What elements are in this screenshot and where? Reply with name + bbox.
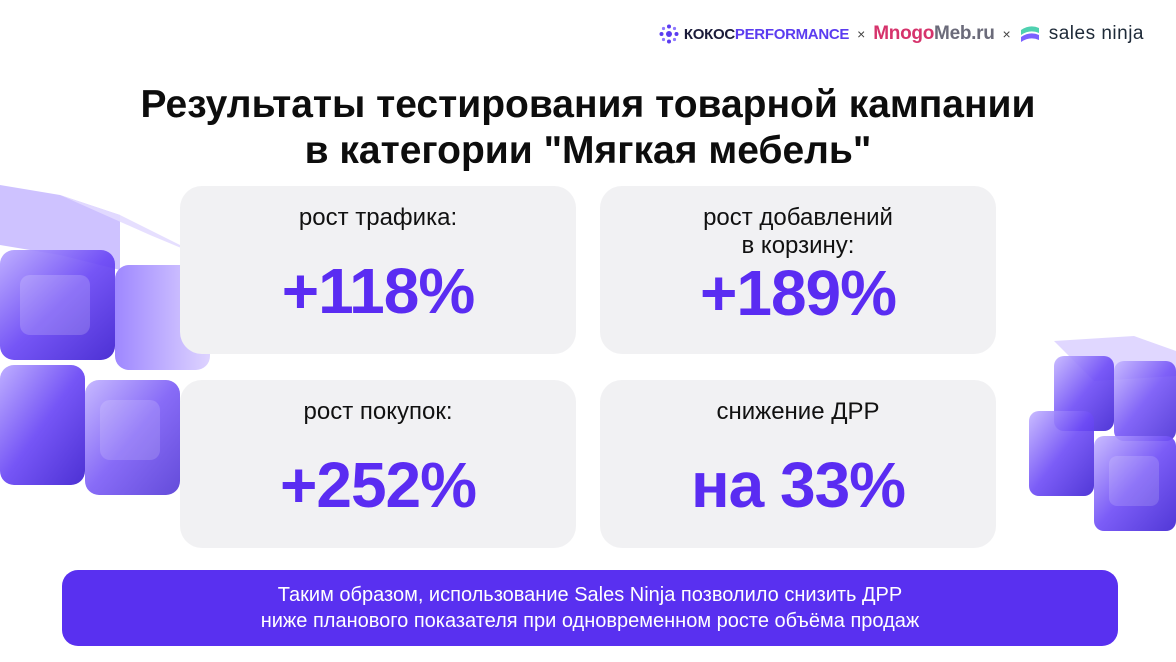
title-line-1: Результаты тестирования товарной кампани… <box>140 83 1036 126</box>
right-cube-decoration <box>1029 336 1176 531</box>
metric-label: рост добавлений в корзину: <box>600 204 996 260</box>
mnogomeb-logo: MnogoMeb.ru <box>873 23 995 45</box>
mnogomeb-brand-text-2: Meb.ru <box>934 23 995 44</box>
logo-separator: × <box>857 26 866 42</box>
partner-logos: КОКОСPERFORMANCE × MnogoMeb.ru × sales n… <box>659 20 1144 48</box>
sales-ninja-logo-icon <box>1020 26 1039 42</box>
metric-card-purchases: рост покупок: +252% <box>180 380 576 548</box>
page-title: Результаты тестирования товарной кампани… <box>0 82 1176 174</box>
kokos-performance-logo: КОКОСPERFORMANCE <box>659 24 849 44</box>
metric-label-line-1: рост добавлений <box>703 204 893 231</box>
conclusion-line-2: ниже планового показателя при одновремен… <box>260 610 920 632</box>
sales-ninja-brand-text: sales ninja <box>1048 23 1144 44</box>
metric-label: снижение ДРР <box>600 398 996 426</box>
performance-brand-text: PERFORMANCE <box>734 25 850 43</box>
metric-value: +252% <box>279 449 477 521</box>
metric-label-line-1: снижение ДРР <box>716 398 880 425</box>
metric-label-line-1: рост трафика: <box>298 204 458 231</box>
conclusion-banner: Таким образом, использование Sales Ninja… <box>62 570 1118 646</box>
metric-card-drr-reduction: снижение ДРР на 33% <box>600 380 996 548</box>
logo-separator-2: × <box>1002 26 1011 42</box>
metric-card-add-to-cart: рост добавлений в корзину: +189% <box>600 186 996 354</box>
conclusion-line-1: Таким образом, использование Sales Ninja… <box>277 584 903 606</box>
metric-label: рост трафика: <box>180 204 576 232</box>
title-line-2: в категории "Мягкая мебель" <box>304 129 872 172</box>
metric-label-line-2: в корзину: <box>741 232 855 259</box>
metric-card-traffic: рост трафика: +118% <box>180 186 576 354</box>
kokos-brand-text: КОКОС <box>683 25 735 43</box>
metric-value: +189% <box>699 257 897 329</box>
mnogomeb-brand-text-1: Mnogo <box>873 23 935 44</box>
metric-value: на 33% <box>690 449 906 521</box>
metric-label: рост покупок: <box>180 398 576 426</box>
sales-ninja-logo: sales ninja <box>1019 23 1144 45</box>
metric-label-line-1: рост покупок: <box>303 398 453 425</box>
kokos-logo-icon <box>659 24 679 44</box>
metric-value: +118% <box>281 255 476 327</box>
